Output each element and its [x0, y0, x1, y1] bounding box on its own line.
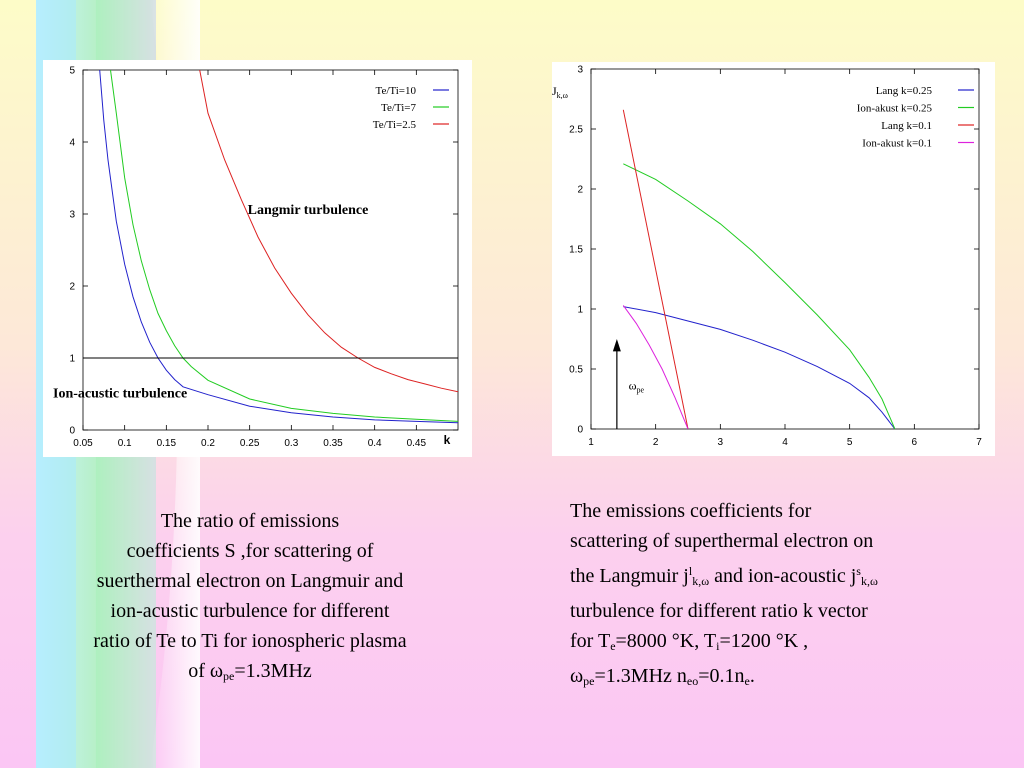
emission-coefficients-chart: 1 2 3 4 5 6 7 0 0.5 1 1.5 2 2.5 3 Jk,ω Lang k=0.25 Ion-a… — [552, 65, 982, 449]
right-caption-line: the Langmuir jlk,ω and ion-acoustic jsk,… — [570, 556, 990, 596]
x-tick-label: 7 — [976, 437, 982, 448]
caption-superscript: l — [688, 564, 693, 578]
caption-subscript: k,ω — [860, 574, 878, 588]
caption-subscript: pe — [223, 669, 235, 683]
caption-text: =1200 °K , — [719, 630, 809, 652]
series-line-ion-akust-k-0-1 — [622, 305, 689, 429]
x-tick-label: 0.2 — [201, 438, 215, 449]
y-tick-label: 3 — [577, 65, 583, 76]
omega-pe-arrow-head — [612, 339, 621, 352]
caption-text: of ω — [188, 660, 224, 682]
series-line-te-ti-10 — [99, 70, 458, 424]
right-caption-line: turbulence for different ratio k vector — [570, 600, 868, 622]
right-caption-line: for Te=8000 °K, Ti=1200 °K , — [570, 626, 990, 661]
caption-subscript: k,ω — [692, 574, 710, 588]
caption-text: =0.1n — [698, 665, 745, 687]
y-tick-label: 0 — [69, 426, 75, 437]
x-tick-label: 6 — [912, 437, 918, 448]
right-caption-line: ωpe=1.3MHz neo=0.1ne. — [570, 661, 990, 696]
caption-subscript: e — [610, 639, 616, 653]
emission-ratio-chart: 0.05 0.1 0.15 0.2 0.25 0.3 0.35 0.4 0.45 0 1 2 3 4 5 k T… — [53, 66, 459, 449]
y-tick-label: 0 — [577, 425, 583, 436]
emission-ratio-chart-panel: 0.05 0.1 0.15 0.2 0.25 0.3 0.35 0.4 0.45 0 1 2 3 4 5 k T… — [43, 60, 472, 457]
right-caption-line: scattering of superthermal electron on — [570, 530, 874, 552]
legend-label: Te/Ti=7 — [381, 102, 416, 114]
y-axis-label: Jk,ω — [552, 84, 568, 100]
y-tick-label: 1.5 — [569, 245, 583, 256]
left-caption-line: ratio of Te to Ti for ionospheric plasma — [93, 630, 407, 652]
y-tick-label: 2 — [577, 185, 583, 196]
series-line-te-ti-7 — [110, 70, 458, 422]
series-line-lang-k-0-25 — [623, 306, 896, 429]
legend-label: Te/Ti=10 — [376, 85, 417, 97]
caption-text: for T — [570, 630, 611, 652]
annotation-ion-acustic-label: Ion-acustic turbulence — [53, 387, 187, 402]
x-tick-label: 0.3 — [284, 438, 298, 449]
y-tick-label: 2 — [69, 282, 75, 293]
omega-pe-label: ωpe — [629, 378, 645, 394]
caption-subscript: eo — [686, 674, 699, 688]
x-tick-label: 3 — [718, 437, 724, 448]
left-caption-line: ion-acustic turbulence for different — [110, 600, 390, 622]
left-caption-line: suerthermal electron on Langmuir and — [96, 570, 404, 592]
right-caption: The emissions coefficients for scatterin… — [570, 496, 990, 696]
left-caption: The ratio of emissions coefficients S ,f… — [40, 506, 460, 691]
y-tick-label: 3 — [69, 210, 75, 221]
legend-label: Lang k=0.25 — [876, 85, 933, 97]
right-caption-line: The emissions coefficients for — [570, 500, 812, 522]
caption-text: =8000 °K, T — [615, 630, 717, 652]
series-group — [622, 109, 896, 429]
x-tick-label: 0.25 — [240, 438, 260, 449]
caption-superscript: s — [856, 564, 861, 578]
series-line-te-ti-2-5 — [199, 70, 458, 393]
x-tick-label: 0.4 — [368, 438, 382, 449]
x-tick-label: 0.05 — [73, 438, 93, 449]
y-tick-label: 1 — [69, 354, 75, 365]
caption-subscript: pe — [583, 674, 595, 688]
legend-label: Ion-akust k=0.25 — [857, 103, 933, 115]
caption-subscript: e — [744, 674, 750, 688]
caption-text: =1.3MHz — [234, 660, 312, 682]
x-tick-label: 0.35 — [323, 438, 343, 449]
series-line-lang-k-0-1 — [622, 109, 689, 429]
emission-coefficients-chart-panel: 1 2 3 4 5 6 7 0 0.5 1 1.5 2 2.5 3 Jk,ω Lang k=0.25 Ion-a… — [552, 62, 995, 456]
legend-label: Lang k=0.1 — [881, 120, 932, 132]
y-tick-label: 2.5 — [569, 125, 583, 136]
series-group — [83, 70, 458, 424]
x-tick-label: 2 — [653, 437, 659, 448]
left-caption-line: of ωpe=1.3MHz — [40, 656, 460, 691]
caption-text: . — [749, 665, 755, 687]
x-tick-label: 0.1 — [118, 438, 132, 449]
caption-text: =1.3MHz n — [594, 665, 687, 687]
y-tick-label: 5 — [69, 66, 75, 77]
caption-text: ω — [570, 665, 584, 687]
x-tick-label: 5 — [847, 437, 853, 448]
x-tick-label: 0.15 — [157, 438, 177, 449]
x-tick-label: 1 — [588, 437, 594, 448]
caption-text: the Langmuir j — [570, 565, 689, 587]
caption-subscript: i — [716, 639, 720, 653]
y-tick-label: 4 — [69, 138, 75, 149]
legend-label: Te/Ti=2.5 — [373, 119, 417, 131]
left-caption-line: coefficients S ,for scattering of — [126, 540, 374, 562]
legend-label: Ion-akust k=0.1 — [862, 138, 932, 150]
x-axis-label: k — [444, 433, 451, 447]
plot-frame — [82, 69, 459, 431]
caption-text: and ion-acoustic j — [709, 565, 857, 587]
y-tick-label: 0.5 — [569, 365, 583, 376]
y-tick-label: 1 — [577, 305, 583, 316]
annotation-langmuir-label: Langmir turbulence — [248, 203, 369, 218]
series-line-ion-akust-k-0-25 — [623, 163, 896, 429]
x-tick-label: 0.45 — [407, 438, 427, 449]
x-tick-label: 4 — [782, 437, 788, 448]
left-caption-line: The ratio of emissions — [160, 510, 340, 532]
